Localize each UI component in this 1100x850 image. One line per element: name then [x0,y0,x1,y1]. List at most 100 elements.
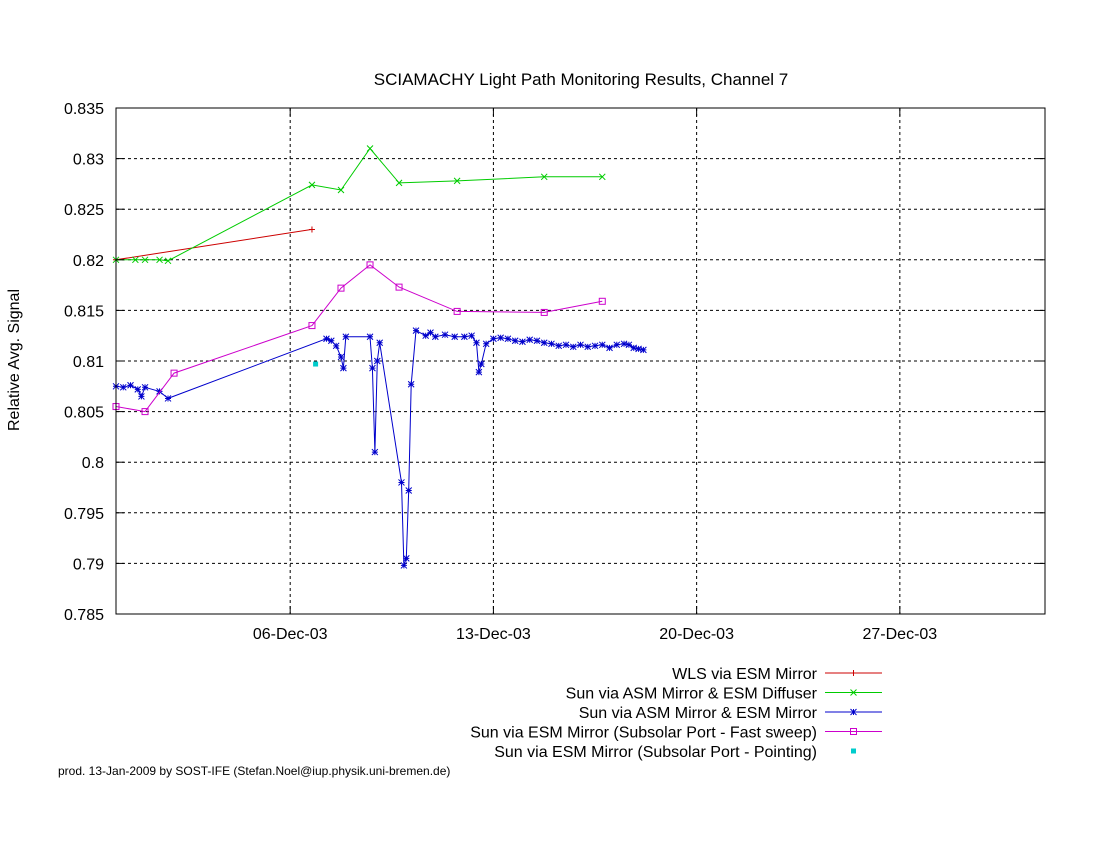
data-point [342,333,350,341]
data-point [584,343,592,351]
data-point [613,341,621,349]
data-point [395,283,403,291]
y-tick-label: 0.805 [64,405,104,422]
data-point [134,385,142,393]
data-point [640,346,647,354]
data-point [400,562,408,569]
data-point [555,342,563,350]
data-point [850,708,857,716]
y-tick-label: 0.835 [64,101,104,118]
data-point [461,333,468,341]
data-point [371,448,379,456]
data-point [519,338,526,346]
legend-item: Sun via ASM Mirror & ESM Mirror [579,705,882,722]
legend-label: Sun via ESM Mirror (Subsolar Port - Fast… [470,725,817,742]
data-point [337,353,345,361]
data-point [620,340,628,348]
data-point [497,334,505,342]
data-point [453,307,461,315]
data-point [395,179,403,187]
data-point [332,342,340,350]
data-point [548,340,555,348]
y-tick-label: 0.82 [73,253,104,270]
x-tick-label: 20-Dec-03 [659,626,734,643]
data-point [132,256,139,264]
data-point [598,341,606,349]
legend: WLS via ESM Mirror Sun via ASM Mirror & E… [470,666,882,761]
data-point [625,341,633,349]
legend-item: Sun via ASM Mirror & ESM Diffuser [566,686,882,703]
data-point [308,322,316,330]
series-2 [112,327,647,569]
legend-item: WLS via ESM Mirror [672,666,882,683]
data-point [313,361,319,367]
series-layer [112,145,647,569]
data-point [490,335,497,343]
data-point [340,364,347,372]
data-point [141,408,149,416]
y-tick-label: 0.8 [82,455,104,472]
x-tick-label: 13-Dec-03 [456,626,531,643]
data-point [366,145,374,152]
y-tick-label: 0.83 [73,152,104,169]
data-point [598,173,606,181]
data-point [376,339,384,347]
data-point [475,368,483,376]
data-point [453,177,461,185]
data-point [398,479,405,486]
data-point [591,342,599,350]
series-3 [112,261,606,416]
data-point [170,369,178,377]
data-point [598,297,606,305]
data-point-mark [308,226,315,233]
legend-label: Sun via ASM Mirror & ESM Diffuser [566,686,818,703]
data-point [533,337,541,345]
data-point [369,364,376,372]
series-4 [313,361,319,367]
data-point [630,344,638,352]
data-point [540,308,548,316]
series-line [115,264,603,413]
data-point [850,689,857,696]
legend-item: Sun via ESM Mirror (Subsolar Port - Poin… [494,744,856,761]
data-point [366,333,374,341]
legend-label: Sun via ESM Mirror (Subsolar Port - Poin… [494,744,817,761]
data-point [373,357,381,365]
data-point [427,329,434,337]
data-point [156,388,163,395]
data-point [337,284,345,292]
data-point [850,670,857,676]
data-point [540,173,548,181]
legend-item: Sun via ESM Mirror (Subsolar Port - Fast… [470,725,882,742]
series-1 [112,145,606,265]
data-point [164,257,172,265]
data-point [562,341,570,349]
data-point [412,327,420,334]
data-point-mark [850,670,857,676]
data-point [511,337,519,345]
data-point [569,343,577,351]
y-tick-label: 0.785 [64,607,104,624]
data-point [407,380,415,388]
series-line [115,228,313,261]
data-point [482,340,490,348]
grid-lines [116,108,1045,614]
data-point [635,345,642,353]
y-tick-label: 0.81 [73,354,104,371]
data-point [451,333,459,341]
data-point [156,256,163,264]
chart-title: SCIAMACHY Light Path Monitoring Results,… [374,70,789,89]
series-line [116,147,603,262]
x-tick-label: 06-Dec-03 [253,626,328,643]
data-point [323,335,330,343]
data-point [606,344,613,352]
legend-label: WLS via ESM Mirror [672,666,818,683]
y-tick-label: 0.795 [64,506,104,523]
series-0 [113,226,315,263]
data-point [577,341,584,349]
y-axis-label: Relative Avg. Signal [6,289,23,431]
data-point [504,335,512,343]
data-point [127,381,134,389]
x-tick-label: 27-Dec-03 [862,626,937,643]
